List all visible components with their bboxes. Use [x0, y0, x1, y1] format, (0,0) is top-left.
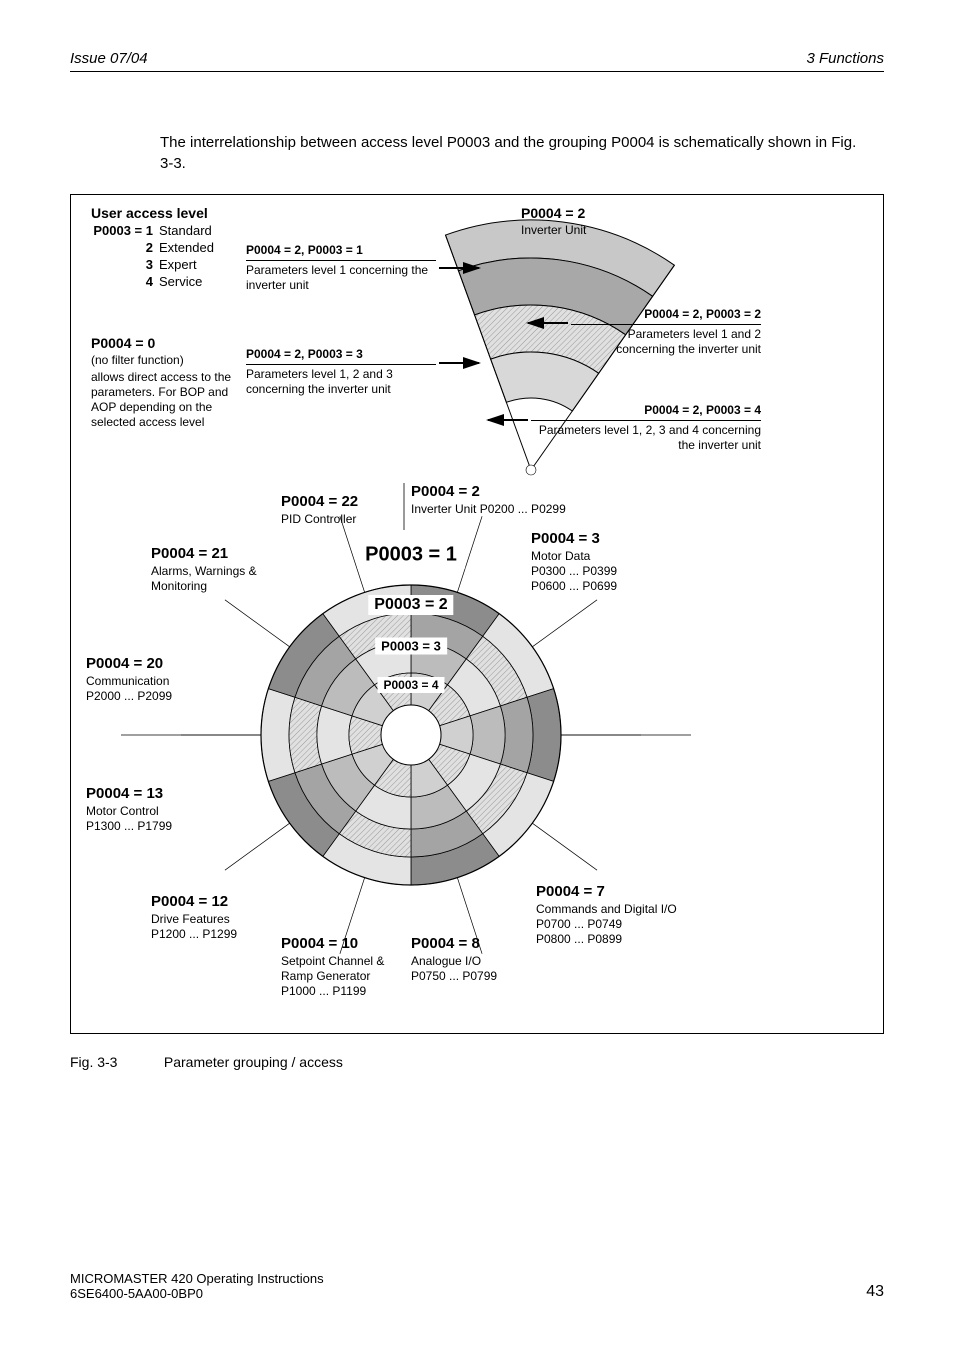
arrow-block-4: P0004 = 2, P0003 = 4 Parameters level 1,… [531, 403, 761, 453]
slice-21-t: P0004 = 21 [151, 545, 281, 564]
slice-7-t: P0004 = 7 [536, 883, 677, 902]
footer-order: 6SE6400-5AA00-0BP0 [70, 1286, 324, 1301]
slice-2-t: P0004 = 2 [411, 483, 566, 502]
arrow-block-2: P0004 = 2, P0003 = 2 Parameters level 1 … [571, 307, 761, 357]
slice-2: P0004 = 2 Inverter Unit P0200 ... P0299 [411, 483, 566, 517]
al-n3: 4 [91, 274, 153, 291]
al-n0: P0003 = 1 [91, 223, 153, 240]
slice-3-t: P0004 = 3 [531, 530, 617, 549]
slice-20: P0004 = 20 Communication P2000 ... P2099 [86, 655, 172, 704]
arrow-block-1: P0004 = 2, P0003 = 1 Parameters level 1 … [246, 243, 436, 293]
p0004-zero-title: P0004 = 0 [91, 335, 241, 353]
arrow-4-sub: Parameters level 1, 2, 3 and 4 concernin… [531, 420, 761, 453]
fanout-right: P0004 = 2 Inverter Unit [521, 205, 586, 238]
slice-22-t: P0004 = 22 [281, 493, 358, 512]
slice-3-s: Motor Data P0300 ... P0399 P0600 ... P06… [531, 549, 617, 594]
ring-label-2: P0003 = 2 [368, 595, 453, 615]
caption: Fig. 3-3 Parameter grouping / access [70, 1054, 884, 1070]
footer-left: MICROMASTER 420 Operating Instructions 6… [70, 1271, 324, 1301]
slice-13-s: Motor Control P1300 ... P1799 [86, 804, 172, 834]
slice-12-s: Drive Features P1200 ... P1299 [151, 912, 237, 942]
al-n1: 2 [91, 240, 153, 257]
slice-10-s: Setpoint Channel & Ramp Generator P1000 … [281, 954, 411, 999]
p0004-zero-text: allows direct access to the parameters. … [91, 370, 241, 430]
fanout-right-title: P0004 = 2 [521, 205, 586, 223]
slice-10-t: P0004 = 10 [281, 935, 411, 954]
arrow-3-sub: Parameters level 1, 2 and 3 concerning t… [246, 364, 436, 397]
arrow-3-title: P0004 = 2, P0003 = 3 [246, 347, 436, 362]
page-number: 43 [866, 1283, 884, 1301]
arrow-2-sub: Parameters level 1 and 2 concerning the … [571, 324, 761, 357]
slice-10: P0004 = 10 Setpoint Channel & Ramp Gener… [281, 935, 411, 999]
al-l3: Service [159, 274, 202, 291]
arrow-4-title: P0004 = 2, P0003 = 4 [531, 403, 761, 418]
al-l1: Extended [159, 240, 214, 257]
slice-8-t: P0004 = 8 [411, 935, 497, 954]
slice-7-s: Commands and Digital I/O P0700 ... P0749… [536, 902, 677, 947]
al-l0: Standard [159, 223, 212, 240]
slice-13-t: P0004 = 13 [86, 785, 172, 804]
ring-label-1: P0003 = 1 [357, 542, 465, 569]
slice-20-t: P0004 = 20 [86, 655, 172, 674]
caption-fig: Fig. 3-3 [70, 1054, 160, 1070]
header-left: Issue 07/04 [70, 50, 148, 67]
al-n2: 3 [91, 257, 153, 274]
intro-text: The interrelationship between access lev… [160, 132, 864, 174]
diagram-container: User access level P0003 = 1 Standard 2 Ext… [70, 194, 884, 1034]
caption-text: Parameter grouping / access [164, 1054, 343, 1070]
p0004-zero-sub: (no filter function) [91, 353, 241, 368]
arrow-2-title: P0004 = 2, P0003 = 2 [571, 307, 761, 322]
arrow-1-sub: Parameters level 1 concerning the invert… [246, 260, 436, 293]
slice-21: P0004 = 21 Alarms, Warnings & Monitoring [151, 545, 281, 594]
slice-21-s: Alarms, Warnings & Monitoring [151, 564, 281, 594]
slice-8: P0004 = 8 Analogue I/O P0750 ... P0799 [411, 935, 497, 984]
p0004-zero-block: P0004 = 0 (no filter function) allows di… [91, 335, 241, 430]
slice-7: P0004 = 7 Commands and Digital I/O P0700… [536, 883, 677, 947]
ual-title: User access level [91, 205, 208, 223]
slice-12: P0004 = 12 Drive Features P1200 ... P129… [151, 893, 237, 942]
ring-label-4: P0003 = 4 [377, 677, 444, 693]
fanout-right-sub: Inverter Unit [521, 223, 586, 238]
slice-22-s: PID Controller [281, 512, 358, 527]
slice-12-t: P0004 = 12 [151, 893, 237, 912]
slice-2-s: Inverter Unit P0200 ... P0299 [411, 502, 566, 517]
access-levels: P0003 = 1 Standard 2 Extended 3 Expert 4 Ser… [91, 223, 214, 291]
al-l2: Expert [159, 257, 197, 274]
slice-20-s: Communication P2000 ... P2099 [86, 674, 172, 704]
slice-8-s: Analogue I/O P0750 ... P0799 [411, 954, 497, 984]
slice-13: P0004 = 13 Motor Control P1300 ... P1799 [86, 785, 172, 834]
ring-label-3: P0003 = 3 [375, 638, 447, 655]
arrow-block-3: P0004 = 2, P0003 = 3 Parameters level 1,… [246, 347, 436, 397]
slice-22: P0004 = 22 PID Controller [281, 493, 358, 527]
slice-3: P0004 = 3 Motor Data P0300 ... P0399 P06… [531, 530, 617, 594]
footer-product: MICROMASTER 420 Operating Instructions [70, 1271, 324, 1286]
arrow-1-title: P0004 = 2, P0003 = 1 [246, 243, 436, 258]
header-right: 3 Functions [806, 50, 884, 67]
